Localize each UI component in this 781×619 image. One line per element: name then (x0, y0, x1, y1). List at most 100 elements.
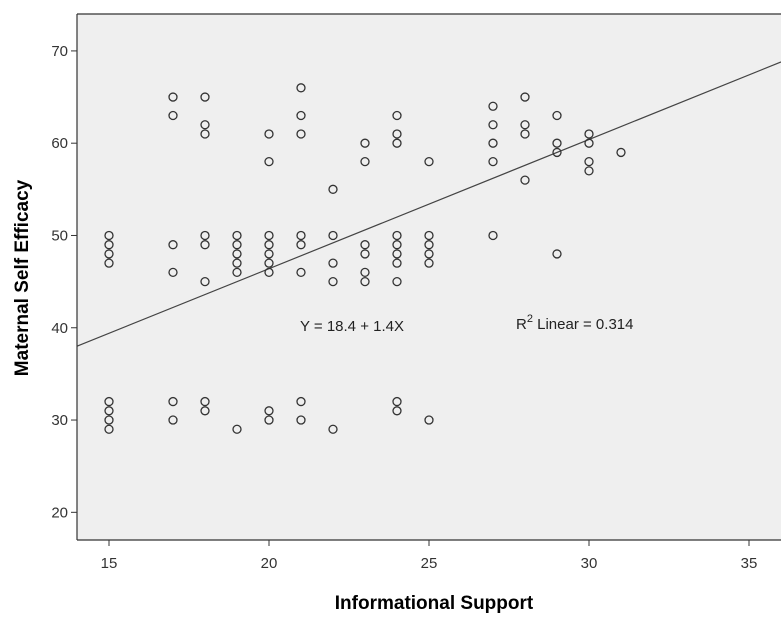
data-point (424, 156, 434, 167)
data-point (264, 230, 274, 241)
data-point (264, 249, 274, 259)
y-axis-title: Maternal Self Efficacy (12, 179, 33, 376)
regression-line (76, 61, 781, 347)
data-point (392, 258, 402, 268)
data-point (616, 147, 626, 158)
data-point (328, 276, 338, 287)
fit-line-layer (76, 61, 781, 347)
data-point (200, 230, 210, 241)
data-point (424, 249, 434, 259)
data-point (232, 240, 242, 250)
y-tick-label: 70 (51, 43, 68, 60)
data-point (104, 415, 114, 425)
data-point (200, 276, 210, 287)
data-point (296, 110, 306, 121)
data-point (200, 406, 210, 416)
x-tick-label: 30 (581, 555, 598, 572)
data-point (392, 110, 402, 121)
data-point (488, 230, 498, 241)
data-point (168, 396, 178, 407)
data-point (264, 267, 274, 278)
data-point (168, 240, 178, 250)
data-point (296, 240, 306, 250)
data-point (360, 249, 370, 259)
data-point (264, 415, 274, 425)
data-point (232, 258, 242, 268)
data-point (264, 129, 274, 139)
x-tick-label: 20 (261, 555, 278, 572)
data-point (232, 424, 242, 434)
data-point (200, 396, 210, 407)
data-point (360, 276, 370, 287)
data-point (424, 415, 434, 425)
regression-equation: Y = 18.4 + 1.4X (300, 318, 404, 335)
data-point (392, 240, 402, 250)
data-point (424, 258, 434, 268)
data-point (296, 415, 306, 425)
data-point (232, 267, 242, 278)
data-point (104, 258, 114, 268)
y-tick-label: 20 (51, 504, 68, 521)
data-point (264, 406, 274, 416)
x-tick-label: 35 (741, 555, 758, 572)
x-axis-title: Informational Support (335, 593, 534, 614)
data-point (232, 249, 242, 259)
data-point (104, 240, 114, 250)
data-point (264, 240, 274, 250)
y-tick-label: 50 (51, 227, 68, 244)
data-point (168, 110, 178, 121)
data-point (488, 156, 498, 167)
data-point (584, 129, 594, 139)
data-point (296, 396, 306, 407)
data-point (328, 230, 338, 241)
x-tick-label: 25 (421, 555, 438, 572)
r-squared-value: Linear = 0.314 (533, 316, 634, 333)
data-point (264, 258, 274, 268)
data-point (104, 249, 114, 259)
data-point (424, 230, 434, 241)
data-point (392, 396, 402, 407)
data-point (264, 156, 274, 167)
data-point (392, 138, 402, 148)
data-point (328, 424, 338, 434)
data-point (104, 230, 114, 241)
y-tick-label: 60 (51, 135, 68, 152)
data-point (168, 415, 178, 425)
data-point (552, 110, 562, 121)
data-point (488, 101, 498, 111)
data-point (520, 120, 530, 130)
ticks-layer: 15 20 25 30 35 20 30 40 50 60 70 (51, 43, 757, 572)
y-tick-label: 40 (51, 320, 68, 337)
data-point (360, 156, 370, 167)
data-point (296, 83, 306, 93)
y-tick-label: 30 (51, 412, 68, 429)
data-point (488, 120, 498, 130)
data-point (360, 138, 370, 148)
data-point (200, 129, 210, 139)
plot-area (77, 14, 781, 540)
data-point (392, 230, 402, 241)
data-point (104, 396, 114, 407)
data-point (296, 230, 306, 241)
data-point (168, 92, 178, 102)
data-point (584, 138, 594, 148)
data-point (552, 147, 562, 158)
data-point (104, 406, 114, 416)
data-point (520, 175, 530, 185)
data-point (296, 129, 306, 139)
data-point (104, 424, 114, 434)
data-point (552, 249, 562, 259)
data-point (200, 240, 210, 250)
data-point (328, 184, 338, 194)
data-point (200, 92, 210, 102)
data-point (200, 120, 210, 130)
data-point (520, 92, 530, 102)
r-squared-prefix: R (516, 316, 527, 333)
data-point (520, 129, 530, 139)
data-point (392, 406, 402, 416)
data-point (552, 138, 562, 148)
data-point (392, 276, 402, 287)
data-point (168, 267, 178, 278)
data-point (232, 230, 242, 241)
